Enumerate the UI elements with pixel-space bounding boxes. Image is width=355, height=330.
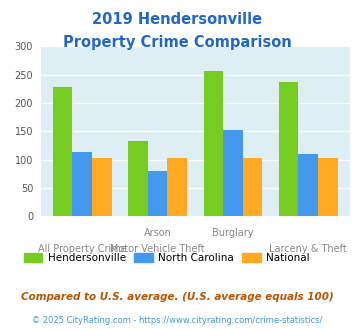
Bar (72, 151, 92, 216)
Bar (203, 71, 223, 216)
Text: Compared to U.S. average. (U.S. average equals 100): Compared to U.S. average. (U.S. average … (21, 292, 334, 302)
Text: Property Crime Comparison: Property Crime Comparison (63, 35, 292, 50)
Text: Larceny & Theft: Larceny & Theft (269, 244, 347, 254)
Bar (279, 82, 299, 216)
Text: Motor Vehicle Theft: Motor Vehicle Theft (110, 244, 205, 254)
Text: Burglary: Burglary (212, 228, 254, 238)
Bar (223, 130, 243, 216)
Legend: Hendersonville, North Carolina, National: Hendersonville, North Carolina, National (20, 248, 314, 267)
Bar (148, 171, 167, 216)
Bar (299, 154, 318, 216)
Text: 2019 Hendersonville: 2019 Hendersonville (92, 12, 263, 26)
Bar (318, 158, 338, 216)
Bar (167, 158, 187, 216)
Bar (243, 158, 262, 216)
Text: All Property Crime: All Property Crime (38, 244, 127, 254)
Text: Arson: Arson (144, 228, 171, 238)
Bar (92, 158, 111, 216)
Text: © 2025 CityRating.com - https://www.cityrating.com/crime-statistics/: © 2025 CityRating.com - https://www.city… (32, 316, 323, 325)
Bar (128, 141, 148, 216)
Bar (53, 87, 72, 216)
